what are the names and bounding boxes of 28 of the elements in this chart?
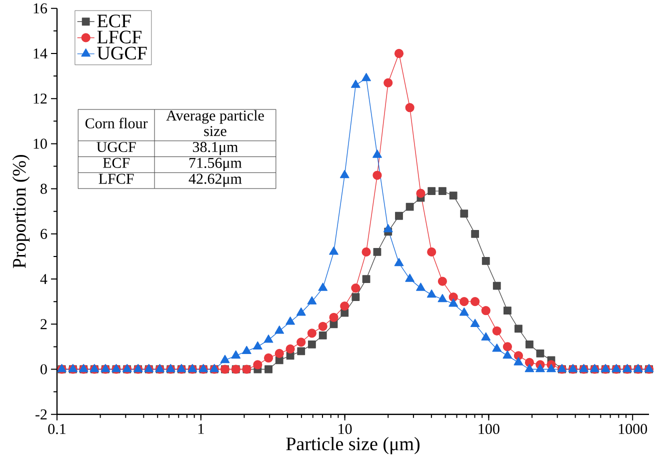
x-tick-label: 100 [478, 424, 500, 434]
y-axis-title: Proportion (%) [12, 154, 30, 268]
annotation: UGCF [96, 142, 136, 152]
y-tick-label: 14 [34, 48, 48, 58]
y-tick-label: 4 [40, 274, 48, 284]
annotation: 71.56μm [189, 158, 242, 171]
y-tick-label: 10 [34, 138, 47, 149]
legend-label: LFCF [97, 30, 142, 44]
y-tick-label: 2 [40, 319, 47, 329]
x-tick-label: 0.1 [48, 424, 66, 434]
x-axis-title: Particle size (μm) [286, 436, 420, 454]
x-tick-label: 1 [198, 424, 204, 434]
annotation: ECF [103, 158, 130, 168]
y-tick-label: -2 [36, 409, 47, 420]
x-tick-label: 1000 [618, 424, 648, 434]
x-tick-label: 10 [338, 424, 352, 434]
legend-label: ECF [97, 14, 131, 28]
annotation: Corn flour [85, 118, 148, 128]
annotation: 38.1μm [192, 142, 238, 155]
y-tick-label: 6 [40, 228, 48, 239]
legend-label: UGCF [97, 46, 147, 60]
y-tick-label: 16 [34, 3, 48, 14]
annotation: LFCF [98, 174, 134, 184]
y-tick-label: 12 [34, 93, 47, 104]
y-tick-label: 8 [40, 184, 47, 194]
y-tick-label: 0 [40, 364, 47, 374]
annotation: 42.62μm [188, 174, 242, 187]
annotation: Average particle size [166, 110, 264, 136]
